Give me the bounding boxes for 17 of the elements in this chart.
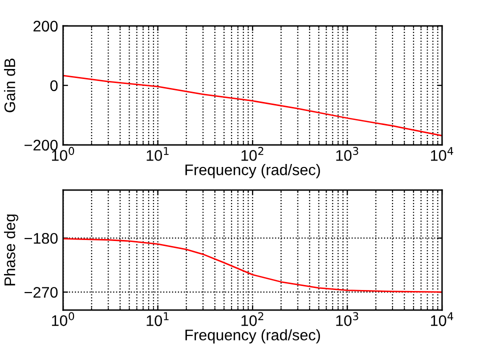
x-tick-label: 10$^{1}$ — [146, 312, 169, 326]
x-tick-label: 10$^{2}$ — [242, 146, 264, 161]
x-axis-title: Frequency (rad/sec) — [185, 329, 320, 344]
y-axis-title: Phase deg — [4, 214, 18, 286]
x-tick-label: 10$^{2}$ — [242, 312, 264, 326]
y-tick-label: −180 — [24, 232, 58, 244]
x-tick-label: 10$^{0}$ — [52, 312, 74, 326]
x-tick-label: 10$^{3}$ — [336, 312, 358, 326]
y-axis-title: Gain dB — [4, 58, 16, 112]
x-tick-label: 10$^{4}$ — [431, 312, 454, 326]
x-tick-label: 10$^{3}$ — [336, 146, 358, 161]
y-tick-label: 200 — [34, 20, 58, 32]
x-axis-title: Frequency (rad/sec) — [185, 164, 320, 178]
x-tick-label: 10$^{1}$ — [146, 147, 169, 161]
x-tick-label: 10$^{4}$ — [431, 147, 454, 161]
y-tick-label: 0 — [50, 80, 58, 92]
y-tick-label: −270 — [24, 286, 58, 298]
